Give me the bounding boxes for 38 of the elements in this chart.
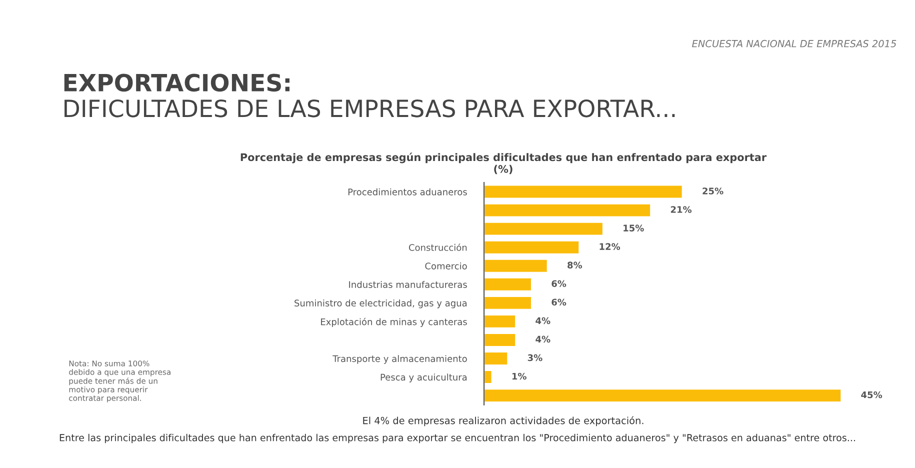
y-tick-label: Comercio <box>425 262 467 270</box>
data-label: 8% <box>568 262 582 268</box>
data-label: 6% <box>552 280 566 288</box>
bar <box>484 202 652 218</box>
y-tick-label: Construcción <box>408 244 467 251</box>
chart-subtitle: DIFICULTADES DE LAS EMPRESAS PARA EXPORTAR... <box>64 99 675 118</box>
text: El 4% de empresas realizaron actividades de exportación. <box>363 416 644 426</box>
y-tick-label: Pesca y acuicultura <box>380 374 467 382</box>
bar <box>484 184 684 200</box>
data-label: 4% <box>536 336 550 343</box>
data-label: 15% <box>624 224 644 232</box>
data-label: 3% <box>528 354 542 362</box>
text: EXPORTACIONES: <box>64 74 290 92</box>
bar <box>484 258 548 274</box>
data-label: 1% <box>512 372 526 380</box>
bar <box>484 370 493 384</box>
bar <box>484 388 842 403</box>
data-label: 21% <box>670 206 692 213</box>
y-tick-label: Procedimientos aduaneros <box>348 188 467 196</box>
bar <box>484 332 516 348</box>
text: ENCUESTA NACIONAL DE EMPRESAS 2015 <box>692 40 896 48</box>
data-label: 6% <box>552 298 566 306</box>
data-label: 4% <box>536 317 550 324</box>
bar <box>484 277 532 292</box>
y-tick-label: Industrias manufactureras <box>349 280 467 288</box>
data-label: 12% <box>600 243 620 250</box>
data-label: 45% <box>861 391 882 398</box>
bar <box>484 296 532 310</box>
bar <box>484 351 509 366</box>
bar <box>484 314 516 329</box>
y-tick-label: Explotación de minas y canteras <box>321 318 467 327</box>
data-label: 25% <box>702 188 724 194</box>
bar <box>484 221 604 236</box>
text: Entre las principales dificultades que han enfrentado las empresas para exportar se encuentran los "Procedimiento aduaneros" y "Retrasos en aduanas" entre otros... <box>60 434 855 444</box>
y-tick-label: Suministro de electricidad, gas y agua <box>294 300 467 308</box>
bar <box>484 240 580 255</box>
text: Porcentaje de empresas según principales dificultades que han enfrentado para exportar (%) <box>240 152 767 174</box>
y-tick-label: Transporte y almacenamiento <box>332 355 467 364</box>
